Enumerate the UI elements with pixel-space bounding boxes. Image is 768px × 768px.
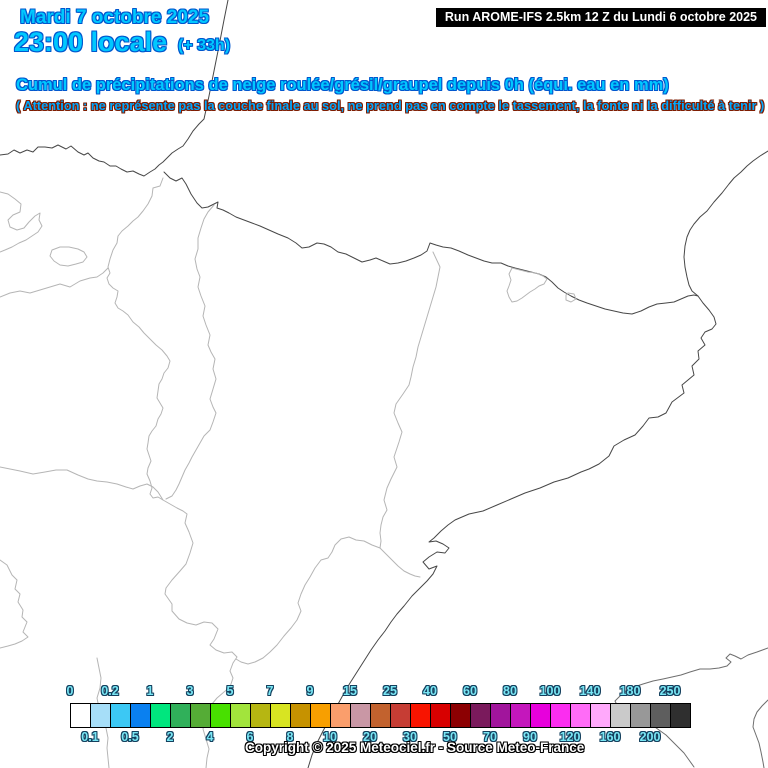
border-teruel [235,536,381,665]
border-trevino-enclave [49,246,88,267]
copyright-label: Copyright © 2025 Meteociel.fr - Source M… [245,740,585,755]
border-left-lower [0,559,29,649]
coastline-mallorca [614,647,768,768]
legend-threshold-label: 90 [523,730,537,744]
legend-threshold-label: 0 [66,684,74,698]
coastline-catalonia [307,295,717,768]
legend-threshold-label: 40 [423,684,437,698]
legend-cell [210,703,231,728]
legend-cell [250,703,271,728]
legend-cell [270,703,291,728]
legend-cell [650,703,671,728]
legend-cell [370,703,391,728]
legend-cell [510,703,531,728]
legend-threshold-label: 15 [343,684,357,698]
legend-threshold-label: 30 [403,730,417,744]
legend-cell [190,703,211,728]
legend-threshold-label: 1 [146,684,154,698]
border-navarra-east [165,204,217,500]
legend-cell [110,703,131,728]
legend-cell [490,703,511,728]
legend-cell [670,703,691,728]
legend-cell [150,703,171,728]
legend-cell [390,703,411,728]
legend-threshold-label: 3 [186,684,194,698]
legend-cell [590,703,611,728]
legend-cell [430,703,451,728]
legend-cell [130,703,151,728]
legend-cell [70,703,91,728]
legend-cell [550,703,571,728]
legend-threshold-label: 6 [246,730,254,744]
legend-cell [310,703,331,728]
legend-threshold-label: 0.5 [121,730,139,744]
legend-threshold-label: 0.1 [81,730,99,744]
border-basque [0,191,43,253]
legend-threshold-label: 100 [539,684,561,698]
legend-cell [570,703,591,728]
forecast-offset-label: (+ 33h) [178,37,231,54]
map-subtitle: Cumul de précipitations de neige roulée/… [16,76,669,94]
legend-threshold-label: 4 [206,730,214,744]
legend-threshold-label: 2 [166,730,174,744]
time-label: 23:00 locale [14,27,168,57]
border-rioja-west [0,466,164,501]
legend-cell [630,703,651,728]
legend-threshold-label: 0.2 [101,684,119,698]
coastline-atlantic [0,0,229,177]
legend-threshold-label: 20 [363,730,377,744]
legend-threshold-label: 160 [599,730,621,744]
model-run-info: Run AROME-IFS 2.5km 12 Z du Lundi 6 octo… [435,8,766,27]
legend-cell [470,703,491,728]
legend-threshold-label: 180 [619,684,641,698]
legend-cell [450,703,471,728]
legend-threshold-label: 5 [226,684,234,698]
legend-threshold-label: 9 [306,684,314,698]
border-llivia-enclave [565,292,577,303]
legend-bar: 0 0.1 0.2 0.5 1 2 3 4 5 6 7 8 9 10 15 20 25 30 40 50 60 70 80 9… [66,684,692,747]
legend-cell [330,703,351,728]
legend-threshold-label: 60 [463,684,477,698]
legend-threshold-label: 80 [503,684,517,698]
legend-threshold-label: 50 [443,730,457,744]
legend-threshold-label: 200 [639,730,661,744]
legend-cell [410,703,431,728]
warning-note: ( Attention : ne représente pas la couch… [16,98,765,113]
legend-threshold-label: 140 [579,684,601,698]
legend-threshold-label: 25 [383,684,397,698]
legend-threshold-label: 7 [266,684,274,698]
legend-threshold-label: 8 [286,730,294,744]
legend-threshold-label: 120 [559,730,581,744]
border-alava-west [0,267,109,298]
legend-threshold-label: 250 [659,684,681,698]
legend-cell [290,703,311,728]
legend-cell [350,703,371,728]
legend-threshold-label: 10 [323,730,337,744]
border-aragon-catalonia [379,251,441,578]
legend-threshold-label: 70 [483,730,497,744]
legend-cell [170,703,191,728]
border-navarra-west [106,177,238,768]
date-label: Mardi 7 octobre 2025 [20,7,210,28]
border-andorra [506,267,548,303]
coastline-mallorca-east [752,699,768,768]
coastline-french-med [683,150,768,297]
legend-cell [610,703,631,728]
border-france-spain [163,171,699,315]
legend-cell [90,703,111,728]
legend-cell [230,703,251,728]
legend-cell [530,703,551,728]
